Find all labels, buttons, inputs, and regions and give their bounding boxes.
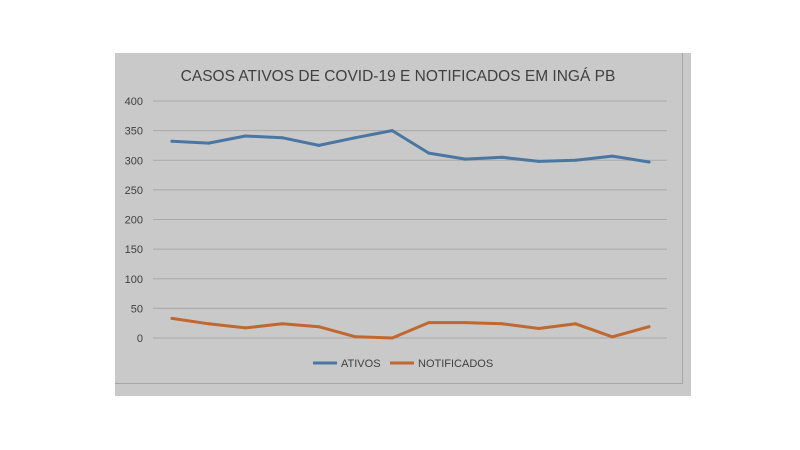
data-point-ativos — [464, 157, 468, 161]
y-tick-label: 200 — [125, 215, 143, 227]
data-point-ativos — [500, 155, 504, 159]
data-point-ativos — [647, 160, 651, 164]
y-tick-label: 250 — [125, 185, 143, 197]
gridlines — [153, 100, 667, 339]
data-point-ativos — [207, 141, 211, 145]
y-tick-label: 150 — [125, 244, 143, 256]
data-point-ativos — [170, 139, 174, 143]
data-point-notificados — [427, 321, 431, 325]
data-point-notificados — [353, 335, 357, 339]
data-point-ativos — [537, 159, 541, 163]
y-axis: 0 50 100 150 200 250 300 350 400 — [125, 96, 143, 345]
y-tick-label: 100 — [125, 274, 143, 286]
data-point-notificados — [610, 335, 614, 339]
data-point-ativos — [243, 134, 247, 138]
series-line-ativos — [170, 129, 651, 164]
data-point-notificados — [464, 321, 468, 325]
data-point-notificados — [390, 336, 394, 340]
data-point-notificados — [500, 322, 504, 326]
data-point-notificados — [170, 316, 174, 320]
y-tick-label: 50 — [131, 303, 143, 315]
data-point-ativos — [280, 136, 284, 140]
data-point-notificados — [537, 327, 541, 331]
chart-title: CASOS ATIVOS DE COVID-19 E NOTIFICADOS E… — [181, 68, 616, 85]
data-point-ativos — [427, 151, 431, 155]
data-point-ativos — [610, 154, 614, 158]
data-point-notificados — [647, 325, 651, 329]
y-tick-label: 0 — [137, 333, 143, 345]
y-tick-label: 350 — [125, 126, 143, 138]
data-point-ativos — [390, 129, 394, 133]
chart-area: CASOS ATIVOS DE COVID-19 E NOTIFICADOS E… — [115, 53, 691, 396]
data-point-ativos — [317, 143, 321, 147]
data-point-ativos — [353, 136, 357, 140]
legend: ATIVOS NOTIFICADOS — [313, 358, 493, 370]
legend-label-notificados: NOTIFICADOS — [418, 358, 493, 370]
data-point-ativos — [574, 158, 578, 162]
y-tick-label: 300 — [125, 155, 143, 167]
line-chart: CASOS ATIVOS DE COVID-19 E NOTIFICADOS E… — [125, 68, 667, 370]
legend-label-ativos: ATIVOS — [341, 358, 381, 370]
data-point-notificados — [574, 322, 578, 326]
data-point-notificados — [207, 322, 211, 326]
data-point-notificados — [317, 325, 321, 329]
data-point-notificados — [280, 322, 284, 326]
series-lines — [170, 129, 651, 340]
data-point-notificados — [243, 326, 247, 330]
series-line-notificados — [170, 316, 651, 340]
y-tick-label: 400 — [125, 96, 143, 108]
